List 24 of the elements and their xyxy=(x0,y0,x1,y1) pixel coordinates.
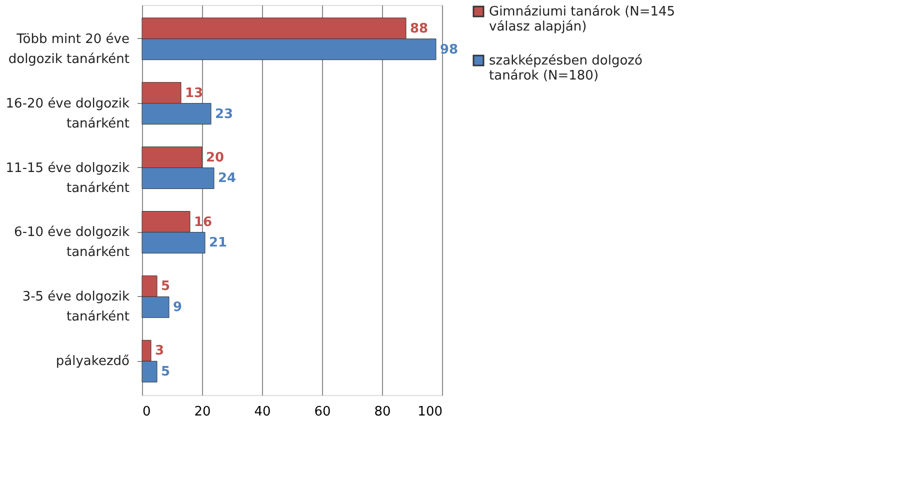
data-label: 5 xyxy=(161,364,170,380)
y-tick-label: 3-5 éve dolgozik tanárként xyxy=(22,290,130,325)
data-label: 21 xyxy=(209,236,228,251)
y-tick-label: pályakezdő xyxy=(56,354,130,370)
data-label: 24 xyxy=(218,171,236,186)
data-label: 23 xyxy=(215,106,234,122)
data-label: 88 xyxy=(410,21,428,36)
x-tick-label: 60 xyxy=(314,404,331,420)
data-label: 9 xyxy=(173,300,182,316)
y-tick-label: 16-20 éve dolgozik tanárként xyxy=(6,96,130,132)
x-tick-label: 40 xyxy=(254,404,271,420)
legend-label: Gimnáziumi tanárok (N=145 válasz alapján) xyxy=(489,4,676,34)
data-label: 20 xyxy=(206,150,224,166)
x-tick-label: 100 xyxy=(418,404,442,420)
x-tick-label: 80 xyxy=(374,404,391,420)
data-label: 3 xyxy=(155,344,164,359)
data-label: 13 xyxy=(185,86,204,101)
y-tick-label: 11-15 éve dolgozik tanárként xyxy=(6,160,130,196)
legend-label: szakképzésben dolgozó tanárok (N=180) xyxy=(489,54,642,84)
x-tick-label: 0 xyxy=(142,404,151,420)
x-tick-label: 20 xyxy=(194,404,211,420)
y-tick-label: 6-10 éve dolgozik tanárként xyxy=(14,225,130,260)
y-tick-label: Több mint 20 éve dolgozik tanárként xyxy=(8,32,130,67)
data-label: 5 xyxy=(161,279,170,294)
